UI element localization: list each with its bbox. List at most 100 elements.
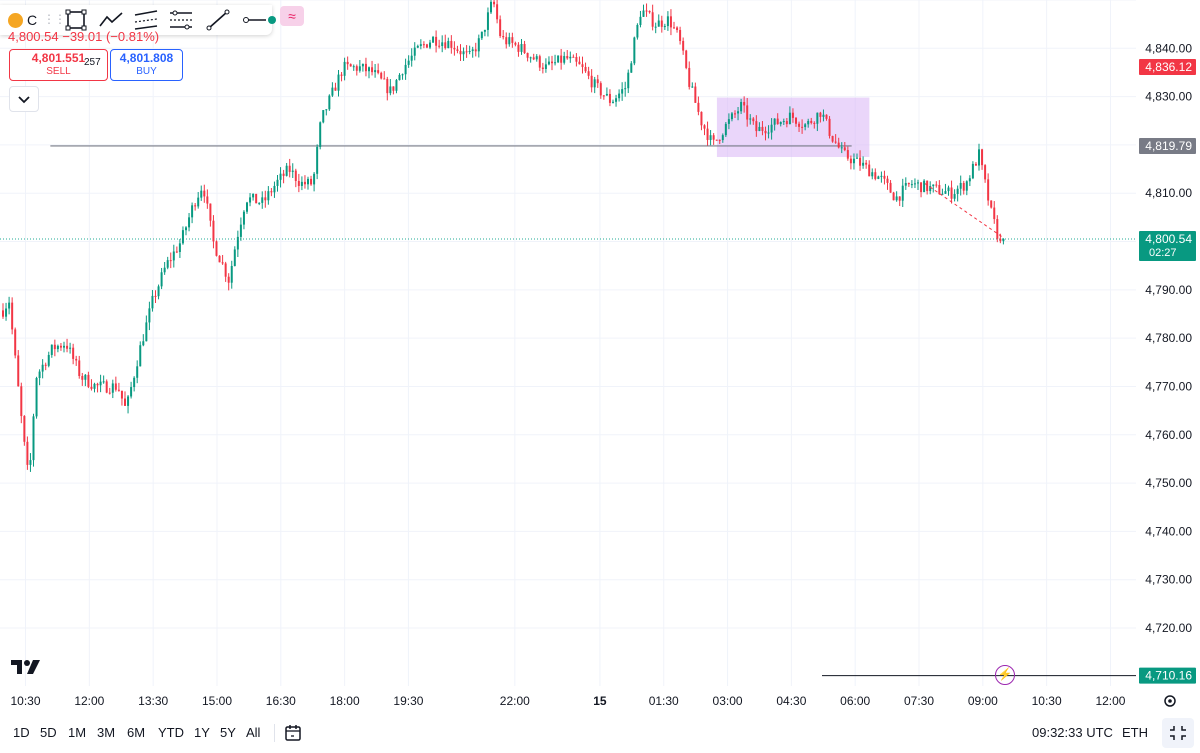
fullscreen-button[interactable] [1162,718,1194,748]
candle [499,15,502,38]
tradingview-logo-icon[interactable] [11,659,41,680]
candle [438,39,441,49]
candle [264,190,267,208]
collapse-button[interactable] [9,86,39,112]
range-1y[interactable]: 1Y [194,725,210,740]
candle [331,82,334,97]
candle [724,121,727,138]
record-dot-icon[interactable] [268,16,276,24]
candle [605,87,608,97]
candle [642,4,645,17]
candle [203,184,206,203]
candle [974,162,977,166]
goto-date-button[interactable] [283,723,303,748]
candle [322,110,325,124]
range-ytd[interactable]: YTD [158,725,184,740]
candle [557,55,560,64]
candle [910,180,913,189]
candle [432,35,435,43]
candle [178,239,181,258]
candle [14,327,17,359]
candle [215,240,218,257]
range-3m[interactable]: 3M [97,725,116,740]
rectangle-tool[interactable] [63,9,89,31]
candle [837,137,840,149]
symbol-logo[interactable] [8,13,23,28]
candle [993,201,996,224]
candle [127,395,130,414]
target-price-badge: 4,710.16 [1145,669,1192,683]
lightning-icon[interactable]: ⚡ [995,665,1015,685]
candle [700,111,703,131]
buy-label: BUY [136,66,157,77]
entry-price-badge: 4,819.79 [1145,139,1192,153]
clock-time[interactable]: 09:32:33 UTC [1032,725,1113,740]
candle [734,110,736,119]
buy-price: 4,801.808 [119,51,174,65]
candle [270,188,273,197]
candle [63,341,65,353]
candle [218,255,221,263]
time-axis[interactable]: 10:30 12:00 13:30 15:00 16:30 18:00 19:30 22:00… [11,694,1126,708]
wave-toggle[interactable]: ≈ [280,6,304,26]
sell-button[interactable]: 4,801.551 SELL [9,49,108,81]
candle [108,387,111,395]
y-tick-label: 4,760.00 [1145,428,1192,442]
range-all[interactable]: All [246,725,261,740]
path-tool[interactable] [98,9,124,31]
candle [377,63,380,75]
range-1d[interactable]: 1D [13,725,30,740]
candle [358,60,361,73]
range-6m[interactable]: 6M [127,725,146,740]
candle [852,153,855,170]
horizontal-ray-tool[interactable] [241,9,267,31]
candle [5,302,8,321]
candle [325,109,328,116]
stop-price-badge: 4,836.12 [1145,60,1192,74]
range-5y[interactable]: 5Y [220,725,236,740]
y-tick-label: 4,780.00 [1145,331,1192,345]
buy-button[interactable]: 4,801.808 BUY [110,49,183,81]
candle [20,382,23,424]
candle [968,175,971,187]
range-rectangle[interactable] [716,97,870,158]
regression-tool[interactable] [168,9,194,31]
y-tick-label: 4,770.00 [1145,379,1192,393]
range-5d[interactable]: 5D [40,725,57,740]
candle [233,246,236,267]
candle [950,180,953,204]
axis-settings-button[interactable] [1161,692,1179,715]
parallel-channel-tool[interactable] [133,9,159,31]
candle [709,130,712,146]
candle [404,58,407,80]
x-tick-label: 03:00 [713,694,743,708]
candle [352,64,355,71]
candle [819,111,822,123]
candle [862,156,865,169]
drag-handle-icon[interactable]: ⋮⋮ [43,12,66,26]
y-tick-label: 4,740.00 [1145,524,1192,538]
candle [608,89,611,107]
bottom-bar: 1D 5D 1M 3M 6M YTD 1Y 5Y All 09:32:33 UT… [0,718,1200,748]
candle [343,57,346,81]
candle [746,97,749,127]
candle [795,117,797,127]
range-1m[interactable]: 1M [68,725,87,740]
symbol-letter[interactable]: C [27,12,38,28]
candle [316,144,319,180]
price-axis[interactable]: 4,840.004,830.004,810.004,800.004,790.00… [1145,41,1192,635]
candle [483,29,486,37]
candle [337,70,340,97]
candle [75,355,78,366]
stop-price-badge-bg [1139,59,1196,76]
session-toggle[interactable]: ETH [1122,725,1148,740]
candle [242,210,245,230]
trend-line-tool[interactable] [205,9,231,31]
x-tick-label: 09:00 [968,694,998,708]
candle [834,134,837,144]
candle [752,117,755,125]
candle [932,184,935,193]
candle [554,54,557,66]
